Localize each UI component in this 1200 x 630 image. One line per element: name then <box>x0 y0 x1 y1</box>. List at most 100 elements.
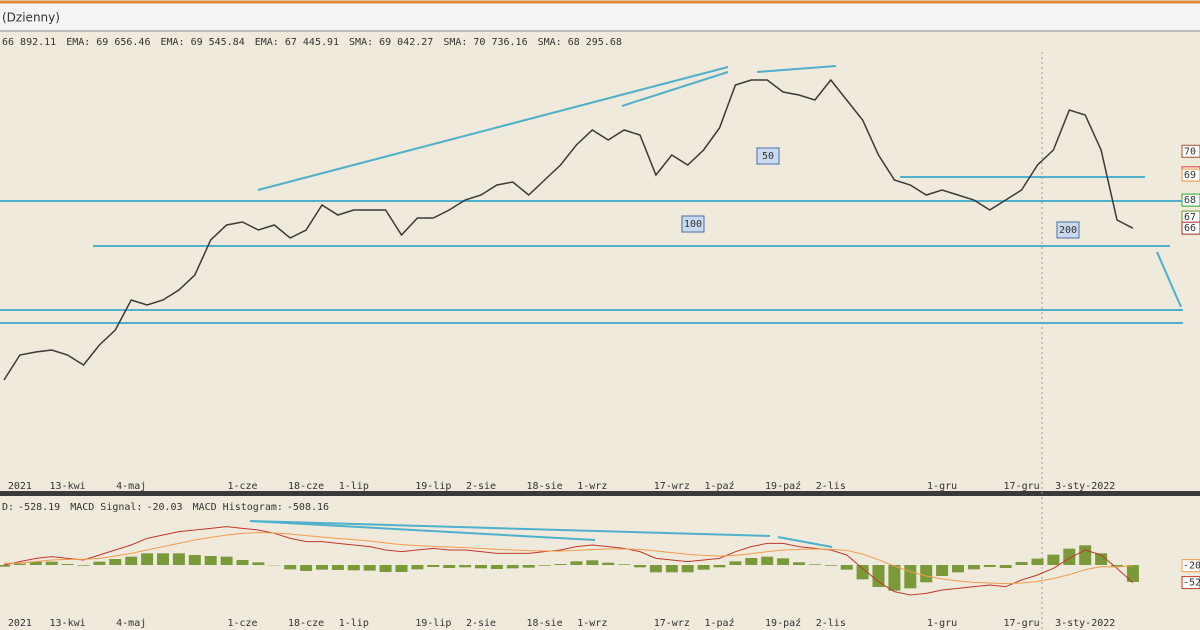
trendline <box>621 71 729 107</box>
price-tag-label: 70 <box>1184 146 1196 157</box>
price-tag-label: 69 <box>1184 170 1196 181</box>
histogram-bar <box>745 558 758 565</box>
x-tick-label: 17-gru <box>1004 481 1040 492</box>
histogram-bar <box>1063 548 1076 565</box>
histogram-bar <box>586 560 599 565</box>
histogram-bar <box>77 565 90 566</box>
legend-name: SMA: <box>538 37 562 48</box>
x-tick-label: 1-paź <box>704 617 734 629</box>
legend-value: 70 736.16 <box>473 37 527 48</box>
histogram-bar <box>1031 558 1044 565</box>
macd-line <box>3 526 1134 596</box>
histogram-bar <box>236 560 249 565</box>
histogram-bar <box>284 565 297 570</box>
x-tick-label: 18-cze <box>288 618 324 629</box>
legend-value: 68 295.68 <box>568 37 622 48</box>
x-tick-label: 3-sty-2022 <box>1055 481 1115 492</box>
price-tag <box>1181 221 1200 235</box>
histogram-bar <box>840 565 853 570</box>
histogram-bar <box>538 565 551 566</box>
x-tick-label: 1-cze <box>227 481 257 492</box>
trendline <box>756 65 837 73</box>
pane-separator <box>0 491 1200 496</box>
x-tick-label: 4-maj <box>116 481 146 492</box>
x-tick-label: 13-kwi <box>50 481 86 492</box>
histogram-bar <box>443 565 456 568</box>
macd-trendline <box>249 520 771 537</box>
x-tick-label: 1-lip <box>339 481 369 492</box>
x-tick-label: 19-paź <box>765 480 801 492</box>
annotation-label: 200 <box>1059 225 1077 236</box>
legend-name: SMA: <box>349 37 373 48</box>
x-tick-label: 17-wrz <box>654 481 690 492</box>
price-tag <box>1181 168 1200 182</box>
histogram-bar <box>665 565 678 573</box>
histogram-bar <box>490 565 503 569</box>
x-tick-label: 3-sty-2022 <box>1055 618 1115 629</box>
value-tag <box>1181 576 1200 590</box>
histogram-bar <box>618 564 631 565</box>
histogram-bar <box>347 565 360 571</box>
legend-value: 69 545.84 <box>191 37 245 48</box>
histogram-bar <box>697 565 710 570</box>
x-tick-label: 1-wrz <box>577 618 607 629</box>
value-tag <box>1181 559 1200 573</box>
legend-name: EMA: <box>66 37 90 48</box>
histogram-bar <box>204 556 217 565</box>
histogram-bar <box>13 563 26 565</box>
histogram-bar <box>602 562 615 565</box>
macd-trendline <box>777 536 833 548</box>
histogram-bar <box>1095 553 1108 565</box>
histogram-bar <box>93 561 106 565</box>
histogram-bar <box>188 555 201 565</box>
histogram-bar <box>570 561 583 565</box>
annotation-box <box>1056 221 1080 239</box>
annotation-label: 50 <box>762 151 774 162</box>
macd-line <box>3 532 1133 585</box>
histogram-bar <box>459 565 472 568</box>
histogram-bar <box>761 556 774 565</box>
legend-value: 69 656.46 <box>96 37 150 48</box>
price-tag <box>1181 193 1200 207</box>
x-tick-label: 19-lip <box>415 481 451 492</box>
histogram-bar <box>427 565 440 567</box>
x-tick-label: 13-kwi <box>50 618 86 629</box>
price-tag-label: 67 <box>1184 212 1196 223</box>
histogram-bar <box>983 565 996 567</box>
x-tick-label: 2-sie <box>466 618 496 629</box>
histogram-bar <box>61 564 74 565</box>
trendline <box>257 66 729 191</box>
price-tag-label: 68 <box>1184 195 1196 206</box>
histogram-bar <box>713 565 726 568</box>
histogram-bar <box>999 565 1012 568</box>
x-tick-label: 1-lip <box>339 618 369 629</box>
x-tick-label: 2021 <box>8 618 32 629</box>
macd-trendline <box>249 520 596 541</box>
x-tick-label: 18-sie <box>527 618 563 629</box>
histogram-bar <box>29 561 42 565</box>
histogram-bar <box>1047 554 1060 565</box>
annotation-label: 100 <box>684 219 702 230</box>
histogram-bar <box>1111 565 1123 567</box>
window-title: (Dzienny) <box>2 11 60 25</box>
x-tick-label: 2021 <box>8 481 32 492</box>
histogram-bar <box>554 564 567 565</box>
histogram-bar <box>1079 545 1092 565</box>
histogram-bar <box>379 565 392 572</box>
legend-name: MACD Histogram: <box>193 502 283 513</box>
value-tag-label: -52 <box>1183 578 1200 589</box>
histogram-bar <box>888 565 901 591</box>
histogram-bar <box>395 565 408 572</box>
histogram-bar <box>363 565 376 571</box>
x-tick-label: 2-lis <box>816 481 846 492</box>
legend-name: SMA: <box>443 37 467 48</box>
histogram-bar <box>1126 565 1139 582</box>
histogram-bar <box>920 565 933 583</box>
price-tag <box>1181 144 1200 158</box>
histogram-bar <box>967 565 980 570</box>
histogram-bar <box>300 565 313 571</box>
histogram-bar <box>824 565 837 566</box>
histogram-bar <box>1015 562 1028 565</box>
